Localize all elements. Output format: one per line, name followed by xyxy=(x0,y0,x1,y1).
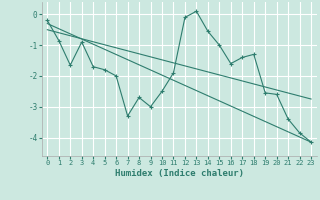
X-axis label: Humidex (Indice chaleur): Humidex (Indice chaleur) xyxy=(115,169,244,178)
